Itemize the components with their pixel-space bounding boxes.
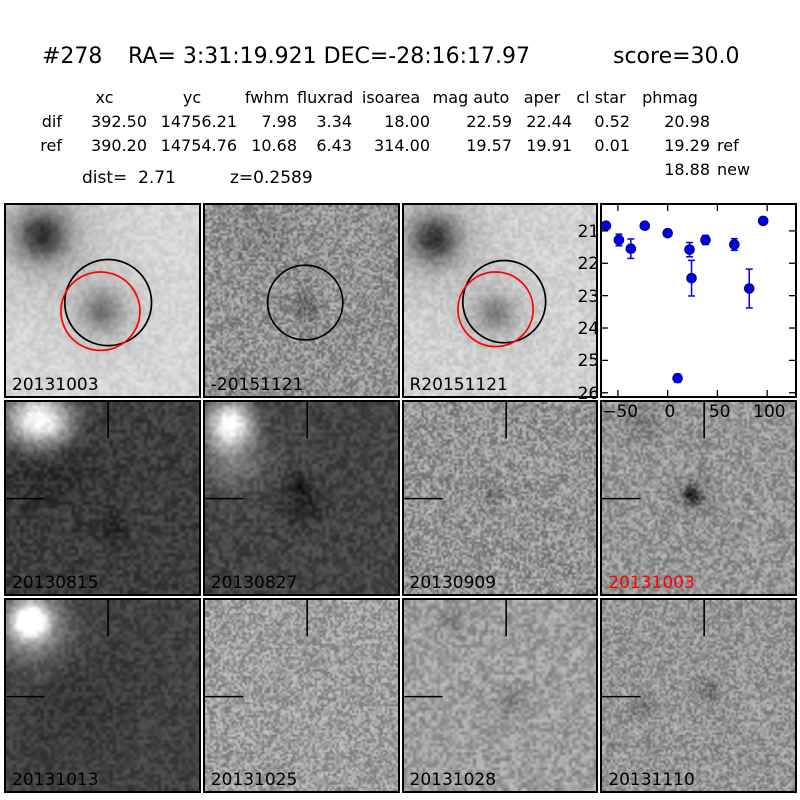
cutout-date-label: -20151121 — [210, 375, 304, 396]
cutout-panel-20131110: 20131110 — [600, 597, 797, 793]
cutout-date-label: 20131110 — [608, 769, 695, 790]
lightcurve-data-point — [639, 220, 651, 232]
score-value: score=30.0 — [613, 44, 740, 69]
cutout-date-label: 20130815 — [12, 572, 99, 593]
col-header-fwhm: fwhm — [244, 88, 290, 107]
cutout-panel-20130815: 20130815 — [4, 400, 201, 596]
dif-suffix — [710, 110, 762, 134]
cutout-image — [204, 205, 398, 397]
cutout-panel-reference-20151121: R20151121 — [401, 203, 599, 399]
cutout-date-label: 20130827 — [210, 572, 298, 593]
dif-fwhm: 7.98 — [261, 112, 297, 131]
row-label-ref: ref — [40, 136, 62, 155]
cutout-panel-20131003-detection: 20131003 — [600, 400, 797, 596]
crosshair-overlay — [6, 402, 199, 593]
cutout-date-label: 20130909 — [409, 572, 497, 593]
cutout-panel-20130827: 20130827 — [202, 400, 400, 596]
figure-title: #278 RA= 3:31:19.921 DEC=-28:16:17.97 sc… — [0, 44, 800, 70]
lightcurve-data-point — [686, 272, 698, 284]
cutout-panel-20131028: 20131028 — [401, 597, 599, 793]
new-suffix: new — [717, 160, 751, 179]
ref-phmag: 19.29 — [664, 136, 710, 155]
col-header-isoarea: isoarea — [361, 88, 421, 107]
ref-fluxrad: 6.43 — [316, 136, 352, 155]
ref-yc: 14754.76 — [160, 136, 237, 155]
cutout-image — [204, 402, 398, 594]
crosshair-overlay — [602, 600, 795, 791]
ref-fwhm: 10.68 — [251, 136, 297, 155]
col-header-fluxrad: fluxrad — [297, 88, 354, 107]
crosshair-overlay — [6, 600, 199, 791]
lightcurve-data-point — [662, 227, 674, 239]
dif-aper: 22.44 — [526, 112, 572, 131]
lightcurve-data-point — [625, 243, 637, 255]
dif-xc: 392.50 — [91, 112, 147, 131]
cutout-image — [6, 205, 199, 397]
cutout-image — [6, 599, 199, 791]
dif-fluxrad: 3.34 — [316, 112, 352, 131]
lightcurve-plot: −50 0 50 100 21 22 23 24 25 26 — [578, 203, 797, 422]
dif-isoarea: 18.00 — [384, 112, 430, 131]
ra-dec-coordinates: RA= 3:31:19.921 DEC=-28:16:17.97 — [128, 44, 531, 69]
lightcurve-data-point — [758, 215, 769, 227]
dist-value: dist= 2.71 — [82, 168, 176, 188]
crosshair-overlay — [404, 600, 597, 791]
lightcurve-data-point — [602, 220, 612, 232]
crosshair-overlay — [205, 402, 398, 593]
cutout-date-label: 20131025 — [210, 769, 298, 790]
cutout-image — [602, 402, 795, 594]
ref-cl-star: 0.01 — [594, 136, 630, 155]
ref-xc: 390.20 — [91, 136, 147, 155]
cutout-panel-template-20131003: 20131003 — [4, 203, 201, 399]
cutout-image — [602, 599, 795, 791]
row-label-dif: dif — [41, 112, 62, 131]
ref-suffix: ref — [717, 136, 739, 155]
col-header-cl-star: cl star — [576, 88, 626, 107]
dif-cl-star: 0.52 — [594, 112, 630, 131]
crosshair-overlay — [205, 600, 398, 791]
lightcurve-data-point — [700, 234, 712, 246]
ref-aper: 19.91 — [526, 136, 572, 155]
crosshair-overlay — [602, 402, 795, 593]
crosshair-overlay — [404, 402, 597, 593]
row-label-header — [0, 86, 62, 110]
col-header-yc: yc — [182, 88, 202, 107]
cutout-panel-20130909: 20130909 — [401, 400, 599, 596]
cutout-image — [403, 402, 597, 594]
col-header-mag-auto: mag auto — [432, 88, 510, 107]
cutout-date-label: 20131003 — [12, 375, 99, 396]
cutout-date-label: 20131013 — [12, 769, 99, 790]
cutout-grid: 20131003 -20151121 R20151121 −50 0 50 100 21… — [4, 203, 797, 793]
col-header-xc: xc — [95, 88, 114, 107]
cutout-image — [403, 599, 597, 791]
cutout-panel-20131013: 20131013 — [4, 597, 201, 793]
cutout-panel-20131025: 20131025 — [202, 597, 400, 793]
lightcurve-data-point — [729, 239, 740, 250]
dif-yc: 14756.21 — [160, 112, 237, 131]
photometry-table: xc yc fwhm fluxrad isoarea mag auto aper… — [0, 86, 762, 182]
candidate-id: #278 — [42, 44, 103, 69]
aperture-circles-overlay — [404, 205, 597, 396]
lightcurve-data-point — [684, 244, 696, 255]
cutout-date-label: 20131028 — [409, 769, 497, 790]
redshift-value: z=0.2589 — [230, 168, 313, 188]
new-phmag: 18.88 — [664, 160, 710, 179]
cutout-date-label: R20151121 — [409, 375, 508, 396]
ref-isoarea: 314.00 — [374, 136, 430, 155]
cutout-image — [6, 402, 199, 594]
dif-mag-auto: 22.59 — [466, 112, 512, 131]
cutout-image — [204, 599, 398, 791]
dif-phmag: 20.98 — [664, 112, 710, 131]
lightcurve-data-point — [613, 234, 625, 246]
col-header-aper: aper — [523, 88, 561, 107]
lightcurve-data-point — [744, 283, 755, 294]
aperture-circles-overlay — [205, 205, 398, 396]
ref-mag-auto: 19.57 — [466, 136, 512, 155]
col-header-phmag: phmag — [642, 88, 698, 107]
cutout-panel-difference-20151121: -20151121 — [202, 203, 400, 399]
aperture-circles-overlay — [6, 205, 199, 396]
cutout-image — [403, 205, 597, 397]
lightcurve-data-point — [672, 372, 684, 384]
cutout-date-label: 20131003 — [608, 572, 695, 593]
